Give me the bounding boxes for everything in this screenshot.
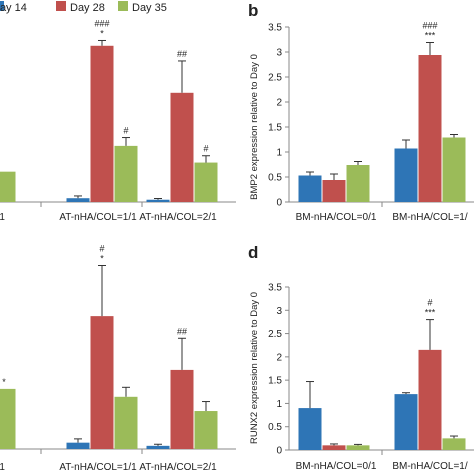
bar [322,180,346,202]
significance-marker: * [100,28,104,38]
bar [442,438,466,450]
y-tick-label: 2 [276,352,282,363]
y-tick-label: 2 [276,98,282,109]
bar [114,145,138,202]
y-tick-label: 2.5 [268,329,282,340]
category-label: BM-nHA/COL=0/1 [296,212,377,223]
bar [114,396,138,449]
category-label: AT-nHA/COL=2/1 [139,462,217,473]
bar [90,316,114,449]
y-tick-label: 0 [276,198,282,209]
legend-swatch-day35 [118,1,128,11]
bar [170,92,194,202]
legend-swatch-day14 [0,1,4,11]
significance-marker: # [123,126,128,136]
bar [146,199,170,202]
y-tick-label: 0.5 [268,422,282,433]
legend-label-day28: Day 28 [70,2,105,14]
significance-marker: * [2,377,6,387]
significance-marker: ### [422,21,437,31]
panel-d: 0 0.5 1 1.5 2 2.5 3 3.5 BM-nHA/COL=0/1 BM-nHA/COL… [268,283,474,472]
category-label: AT-nHA/COL=1/1 [59,212,137,223]
category-label: BM-nHA/COL=0/1 [296,461,377,472]
y-tick-label: 0 [276,446,282,457]
significance-marker: ## [177,49,187,59]
y-tick-label: 1 [276,148,282,159]
panel-c: 0/1AT-nHA/COL=1/1AT-nHA/COL=2/1**### [0,244,236,473]
category-label: BM-nHA/COL=1/ [392,461,468,472]
bar [194,162,218,202]
bar [418,349,442,450]
significance-marker: # [427,298,432,308]
category-label: AT-nHA/COL=1/1 [59,462,137,473]
significance-marker: *** [425,31,436,41]
category-label: BM-nHA/COL=1/ [392,212,468,223]
legend-label-day14: Day 14 [0,2,27,14]
significance-marker: * [100,254,104,264]
bar [394,394,418,450]
category-label: AT-nHA/COL=2/1 [139,212,217,223]
bar [170,369,194,449]
significance-marker: *** [425,308,436,318]
y-tick-label: 1.5 [268,123,282,134]
bar [90,45,114,203]
y-tick-label: 2.5 [268,73,282,84]
bar [298,175,322,202]
bar [0,171,16,202]
significance-marker: ### [94,18,109,28]
panel-a: 0/1AT-nHA/COL=1/1AT-nHA/COL=2/1*####### [0,18,236,223]
bar [394,148,418,202]
y-tick-label: 3.5 [268,23,282,34]
bar [418,55,442,202]
category-label: 0/1 [0,212,5,223]
y-tick-label: 3.5 [268,283,282,294]
category-label: 0/1 [0,462,5,473]
significance-marker: ## [177,326,187,336]
bar [194,411,218,449]
bar [346,445,370,450]
bar [66,198,90,202]
bar [146,445,170,449]
panel-b: 0 0.5 1 1.5 2 2.5 3 3.5 BM-nHA/COL=0/1 BM-nHA/COL… [268,21,474,223]
y-tick-label: 1.5 [268,376,282,387]
significance-marker: # [203,144,208,154]
legend-swatch-day28 [56,1,66,11]
y-tick-label: 3 [276,306,282,317]
bar [346,165,370,202]
y-tick-label: 3 [276,48,282,59]
bar [0,388,16,449]
panel-d-ylabel: RUNX2 expression relative to Day 0 [249,292,260,444]
legend-label-day35: Day 35 [132,2,167,14]
panel-label-d: d [248,243,258,262]
legend: Day 14 Day 28 Day 35 [0,1,167,14]
significance-marker: # [99,244,104,254]
y-tick-label: 0.5 [268,173,282,184]
bar [298,408,322,450]
bar [322,445,346,450]
panel-label-b: b [248,1,258,20]
bar [66,442,90,449]
y-tick-label: 1 [276,399,282,410]
bar [442,137,466,202]
panel-b-ylabel: BMP2 expression relative to Day 0 [249,54,260,200]
